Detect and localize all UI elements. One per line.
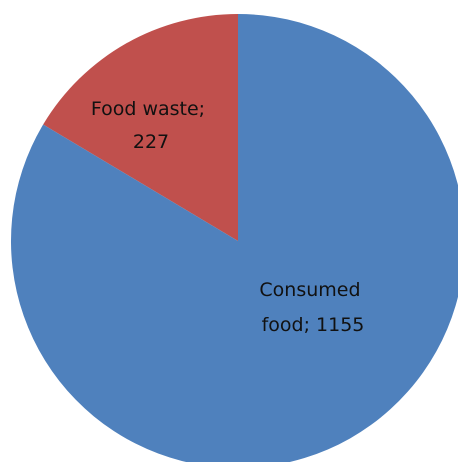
pie-slice-consumed-food xyxy=(11,14,458,462)
pie-slices xyxy=(11,14,458,462)
slice-label-consumed-food: Consumed food; 1155 xyxy=(259,279,366,336)
pie-slice-food-waste xyxy=(43,14,239,241)
slice-label-food-waste: Food waste; 227 xyxy=(91,98,211,153)
pie-labels: Food waste; 227 Consumed food; 1155 xyxy=(91,98,366,336)
